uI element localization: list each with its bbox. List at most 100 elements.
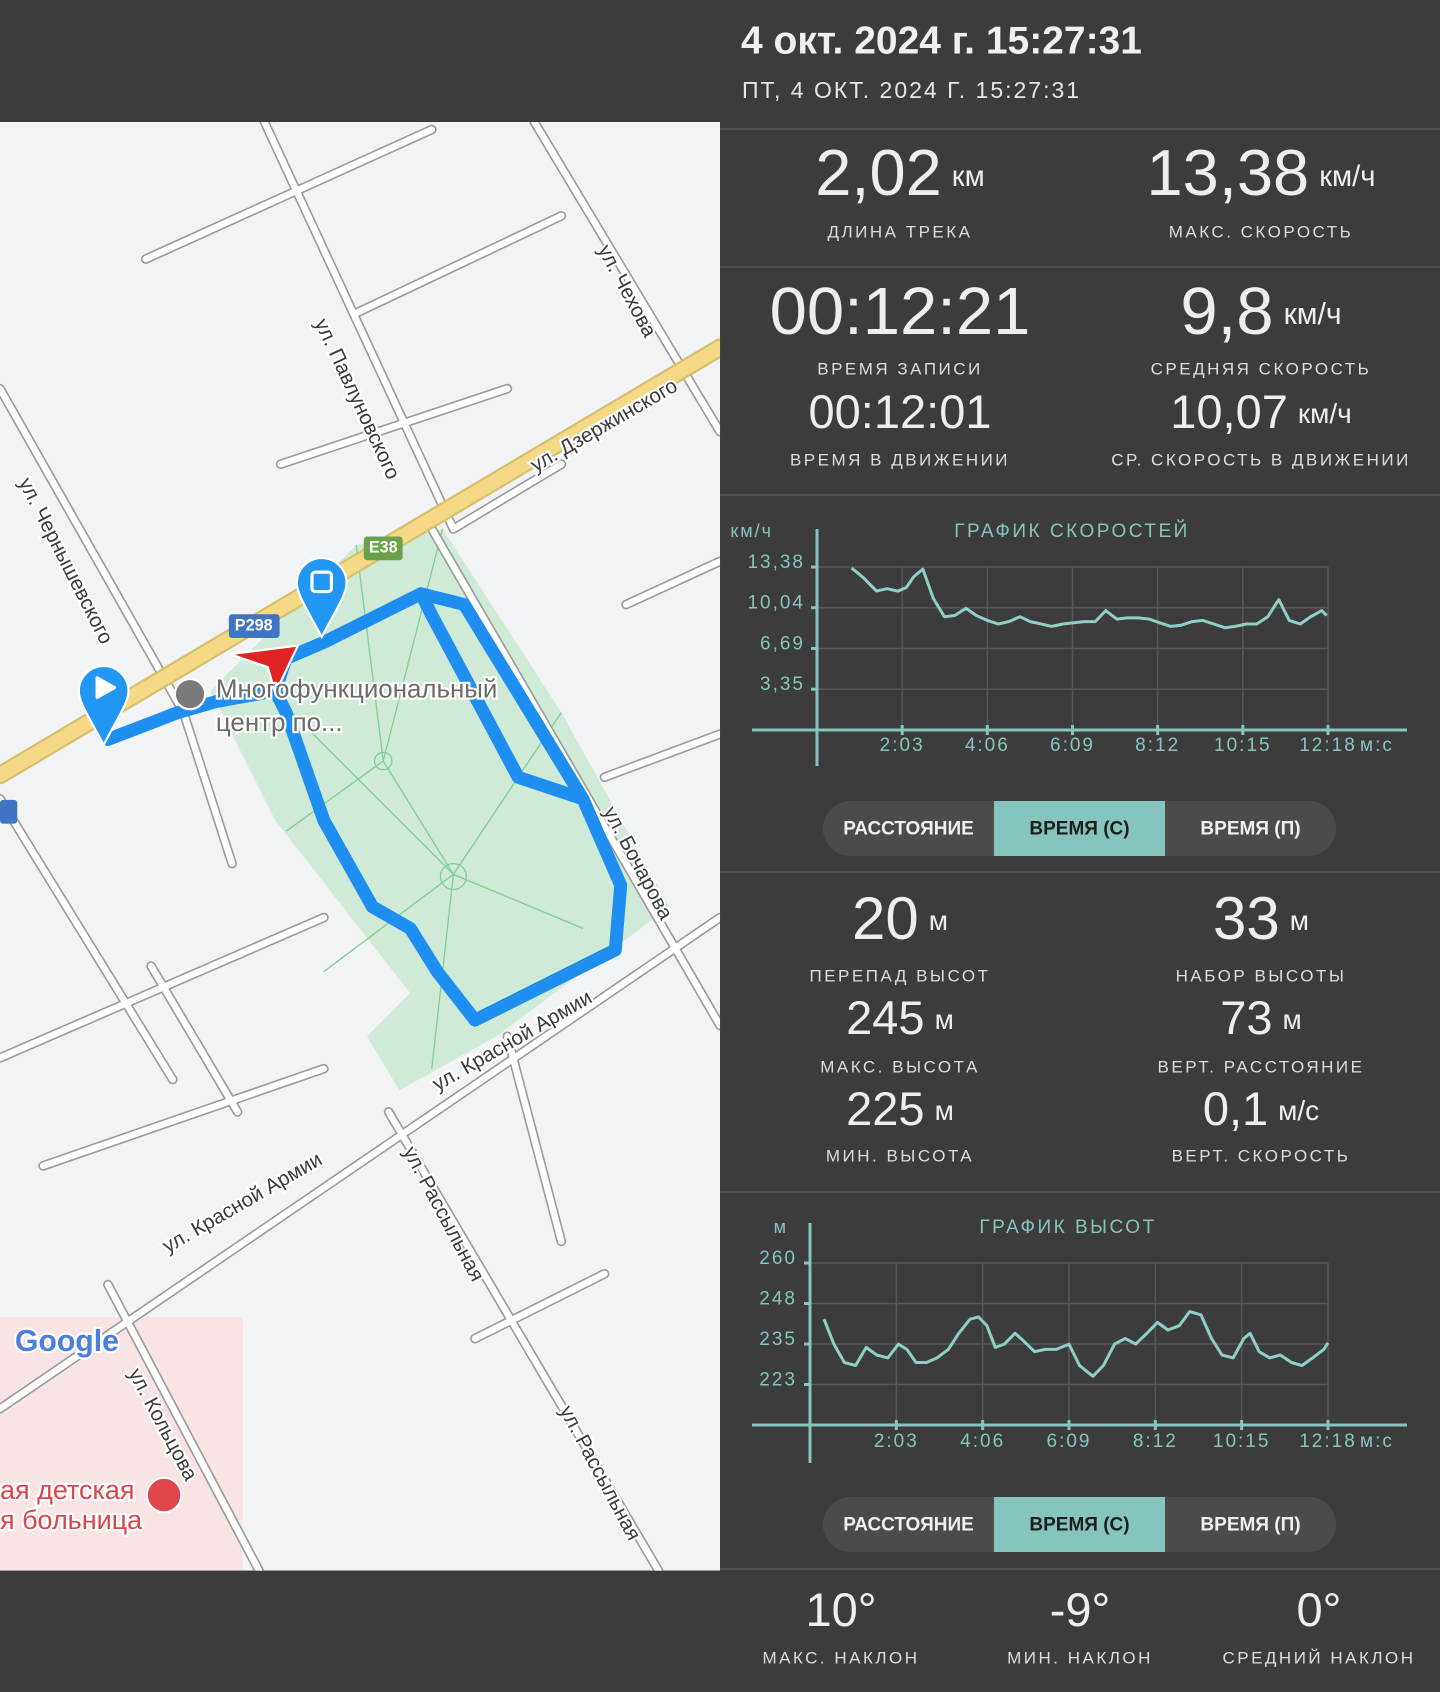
stat-value: 0,1 м/с	[1203, 1082, 1319, 1135]
y-tick-label: 260	[759, 1248, 797, 1269]
stat-unit: м	[935, 1095, 954, 1126]
stat-number: 245	[846, 991, 924, 1044]
stat-label: НАБОР ВЫСОТЫ	[1176, 966, 1347, 985]
finish-marker[interactable]	[295, 557, 348, 640]
stat-number: 00:12:21	[770, 274, 1031, 349]
tab-button[interactable]: ВРЕМЯ (С)	[1029, 1515, 1129, 1536]
stat-label: МАКС. НАКЛОН	[762, 1648, 919, 1667]
stat-unit: км/ч	[1319, 161, 1375, 193]
stat-number: 225	[846, 1082, 924, 1135]
stat-label: ВЕРТ. СКОРОСТЬ	[1172, 1146, 1351, 1165]
map-label: я больница	[0, 1505, 142, 1535]
chart-title: ГРАФИК ВЫСОТ	[979, 1217, 1156, 1238]
stat-value: 0°	[1297, 1583, 1342, 1636]
stat-label: СРЕДНИЙ НАКЛОН	[1222, 1648, 1415, 1667]
stat-number: 20	[852, 885, 919, 952]
stat-label: СР. СКОРОСТЬ В ДВИЖЕНИИ	[1111, 450, 1411, 469]
stat-label: СРЕДНЯЯ СКОРОСТЬ	[1151, 359, 1372, 378]
map-label: ая детская	[0, 1475, 134, 1505]
stat-label: МИН. НАКЛОН	[1007, 1648, 1153, 1667]
map-label: E38	[369, 539, 398, 557]
start-marker[interactable]	[77, 665, 130, 748]
chart-title: ГРАФИК СКОРОСТЕЙ	[954, 520, 1190, 542]
stat-value: 73 м	[1220, 991, 1302, 1044]
stat-value: 9,8 км/ч	[1180, 274, 1341, 349]
stat-label: ДЛИНА ТРЕКА	[827, 222, 972, 241]
stat-label: ВРЕМЯ ЗАПИСИ	[817, 359, 983, 378]
stat-value: 33 м	[1213, 885, 1309, 952]
map-label: Р298	[235, 616, 273, 634]
stat-label: ВЕРТ. РАССТОЯНИЕ	[1158, 1057, 1365, 1076]
stat-value: 10,07 км/ч	[1170, 385, 1352, 438]
data-line	[850, 566, 1328, 630]
stat-number: 0,1	[1203, 1082, 1268, 1135]
stat-number: 73	[1220, 991, 1272, 1044]
tab-button[interactable]: ВРЕМЯ (П)	[1200, 819, 1300, 840]
stat-unit: км/ч	[1284, 298, 1342, 331]
tab-button[interactable]: ВРЕМЯ (П)	[1200, 1515, 1300, 1536]
x-tick-label: 8:12	[1133, 1431, 1178, 1452]
stat-value: 13,38 км/ч	[1147, 136, 1376, 209]
stat-value: 245 м	[846, 991, 954, 1044]
x-tick-label: 10:15	[1214, 735, 1272, 756]
stat-value: 20 м	[852, 885, 948, 952]
position-arrow	[229, 644, 300, 697]
x-tick-label: 2:03	[880, 735, 925, 756]
road-badge	[363, 536, 403, 561]
stat-unit: м/с	[1278, 1095, 1319, 1126]
x-tick-label: 2:03	[874, 1431, 919, 1452]
tab-button[interactable]: ВРЕМЯ (С)	[1029, 819, 1129, 840]
stat-number: -9°	[1050, 1583, 1111, 1636]
y-tick-label: 3,35	[760, 674, 805, 695]
header-title: 4 окт. 2024 г. 15:27:31	[741, 19, 1142, 62]
road-badge	[228, 614, 280, 638]
header-subtitle: ПТ, 4 ОКТ. 2024 Г. 15:27:31	[742, 77, 1081, 103]
map-label: центр по...	[216, 709, 343, 737]
map-label: Google	[15, 1325, 119, 1358]
stat-number: 9,8	[1180, 274, 1273, 349]
stat-unit: км	[952, 161, 985, 193]
y-tick-label: 10,04	[747, 593, 805, 614]
hospital-icon	[145, 1476, 183, 1514]
stat-value: 00:12:01	[809, 385, 992, 438]
stat-unit: м	[935, 1004, 954, 1035]
tab-button[interactable]: РАССТОЯНИЕ	[843, 819, 974, 840]
y-tick-label: 235	[759, 1329, 797, 1350]
stat-number: 2,02	[815, 136, 942, 209]
stat-number: 10,07	[1170, 385, 1288, 438]
park-paths	[280, 528, 584, 1069]
stat-value: 2,02 км	[815, 136, 984, 209]
y-tick-label: 13,38	[747, 552, 805, 573]
y-tick-label: 248	[759, 1289, 797, 1310]
x-axis-unit: м:с	[1360, 735, 1394, 756]
data-line	[822, 1310, 1330, 1378]
bus-icon	[0, 799, 18, 824]
x-tick-label: 6:09	[1050, 735, 1095, 756]
finish-icon	[310, 570, 334, 594]
x-tick-label: 12:18	[1299, 735, 1357, 756]
x-tick-label: 8:12	[1135, 735, 1180, 756]
stat-unit: м	[1283, 1004, 1302, 1035]
stat-number: 00:12:01	[809, 385, 992, 438]
x-axis-unit: м:с	[1360, 1431, 1394, 1452]
x-tick-label: 4:06	[960, 1431, 1005, 1452]
tab-active	[994, 1497, 1165, 1552]
map-label: Многофункциональный	[216, 676, 497, 704]
stat-unit: км/ч	[1298, 398, 1352, 429]
tab-button[interactable]: РАССТОЯНИЕ	[843, 1515, 974, 1536]
x-tick-label: 10:15	[1213, 1431, 1271, 1452]
stat-label: ПЕРЕПАД ВЫСОТ	[810, 966, 991, 985]
poi-icon	[173, 677, 207, 711]
stat-value: 225 м	[846, 1082, 954, 1135]
stat-unit: м	[929, 905, 948, 936]
stat-label: МАКС. СКОРОСТЬ	[1169, 222, 1354, 241]
stat-label: МИН. ВЫСОТА	[826, 1146, 974, 1165]
stat-number: 10°	[805, 1583, 876, 1636]
y-tick-label: 6,69	[760, 634, 805, 655]
stat-label: ВРЕМЯ В ДВИЖЕНИИ	[790, 450, 1010, 469]
tab-active	[994, 801, 1165, 856]
x-tick-label: 12:18	[1299, 1431, 1357, 1452]
